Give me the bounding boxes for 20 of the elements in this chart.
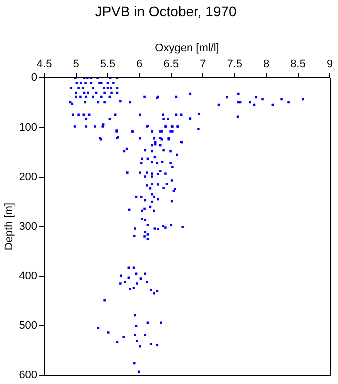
y-tick-label: 600	[19, 369, 38, 382]
x-tick-label: 6.5	[164, 58, 180, 71]
x-tick-label: 8	[264, 58, 270, 71]
chart-title: JPVB in October, 1970	[95, 3, 238, 20]
x-tick-label: 5	[73, 58, 80, 71]
x-tick-label: 6	[136, 58, 143, 71]
y-tick-label: 100	[19, 122, 38, 134]
x-tick-label: 9	[326, 58, 334, 71]
y-tick-label: 400	[19, 270, 38, 282]
x-tick-label: 7.5	[227, 58, 242, 71]
x-tick-label: 5.5	[100, 58, 116, 71]
x-tick-label: 4.5	[36, 58, 52, 71]
y-tick-label: 500	[19, 320, 38, 332]
y-tick-label: 200	[19, 171, 38, 184]
x-axis-title: Oxygen [ml/l]	[155, 42, 220, 54]
y-tick-label: 0	[31, 72, 38, 84]
x-tick-label: 8.5	[290, 58, 306, 71]
y-axis-title: Depth [m]	[4, 202, 16, 251]
y-tick-label: 300	[19, 220, 38, 233]
x-tick-label: 7	[200, 58, 206, 71]
